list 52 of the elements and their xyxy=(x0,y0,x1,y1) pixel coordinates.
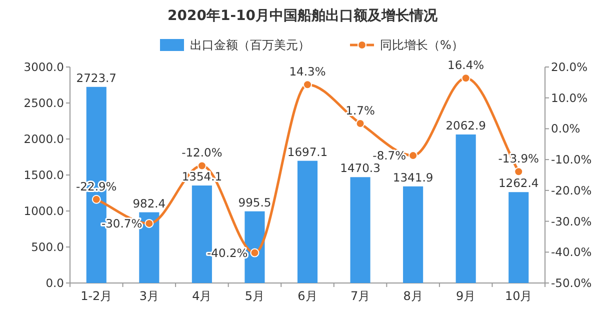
bar xyxy=(403,186,424,283)
data-label: 1.7% xyxy=(346,103,375,118)
y-tick-label: 3000.0 xyxy=(24,60,64,74)
y-tick-label: 0.0 xyxy=(46,276,64,290)
data-label: 995.5 xyxy=(238,195,272,210)
x-tick-label: 7月 xyxy=(350,289,370,303)
legend-label: 出口金额（百万美元） xyxy=(190,38,310,52)
x-tick-label: 10月 xyxy=(504,289,532,303)
data-label: 1341.9 xyxy=(392,170,434,184)
data-label: 1262.4 xyxy=(498,176,539,190)
point xyxy=(514,167,524,176)
x-tick-label: 8月 xyxy=(403,289,423,303)
x-tick-label: 9月 xyxy=(456,289,476,303)
y-tick-label: 2500.0 xyxy=(24,96,64,110)
chart-title: 2020年1-10月中国船舶出口额及增长情况 xyxy=(168,7,438,24)
data-label: 982.4 xyxy=(132,196,166,210)
x-tick-label: 4月 xyxy=(192,289,212,303)
legend-label: 同比增长（%） xyxy=(380,38,464,52)
y2-tick-label: 10.0% xyxy=(551,90,588,105)
y2-tick-label: 20.0% xyxy=(551,60,588,74)
data-label: 2723.7 xyxy=(76,70,117,85)
point xyxy=(197,161,206,170)
x-tick-label: 6月 xyxy=(298,289,318,303)
y-tick-label: 2000.0 xyxy=(24,132,64,146)
bar xyxy=(456,134,476,283)
y2-tick-label: -20.0% xyxy=(551,183,592,198)
y2-tick-label: -30.0% xyxy=(551,214,592,228)
y-tick-label: 1000.0 xyxy=(24,204,64,218)
x-tick-label: 3月 xyxy=(139,289,159,303)
point xyxy=(144,218,154,228)
bar xyxy=(508,192,529,283)
x-tick-label: 5月 xyxy=(244,289,265,303)
y-tick-label: 1500.0 xyxy=(24,168,64,182)
y2-tick-label: 0.0% xyxy=(551,122,580,136)
data-label: 14.3% xyxy=(289,64,326,79)
data-label: -8.7% xyxy=(372,148,406,163)
y2-tick-label: -10.0% xyxy=(551,152,592,167)
bar xyxy=(350,177,370,283)
y-tick-label: 500.0 xyxy=(31,240,64,254)
data-label: 1697.1 xyxy=(287,144,328,159)
point xyxy=(461,74,470,83)
data-label: 2062.9 xyxy=(446,118,486,132)
bar xyxy=(297,160,318,283)
point xyxy=(92,194,101,204)
point xyxy=(303,80,312,90)
data-label: -12.0% xyxy=(182,146,222,160)
data-label: 16.4% xyxy=(448,58,484,72)
point xyxy=(250,248,260,258)
y2-tick-label: -50.0% xyxy=(551,276,592,290)
x-tick-label: 1-2月 xyxy=(80,289,112,303)
data-label: 1470.3 xyxy=(340,161,380,176)
y2-tick-label: -40.0% xyxy=(551,245,592,260)
